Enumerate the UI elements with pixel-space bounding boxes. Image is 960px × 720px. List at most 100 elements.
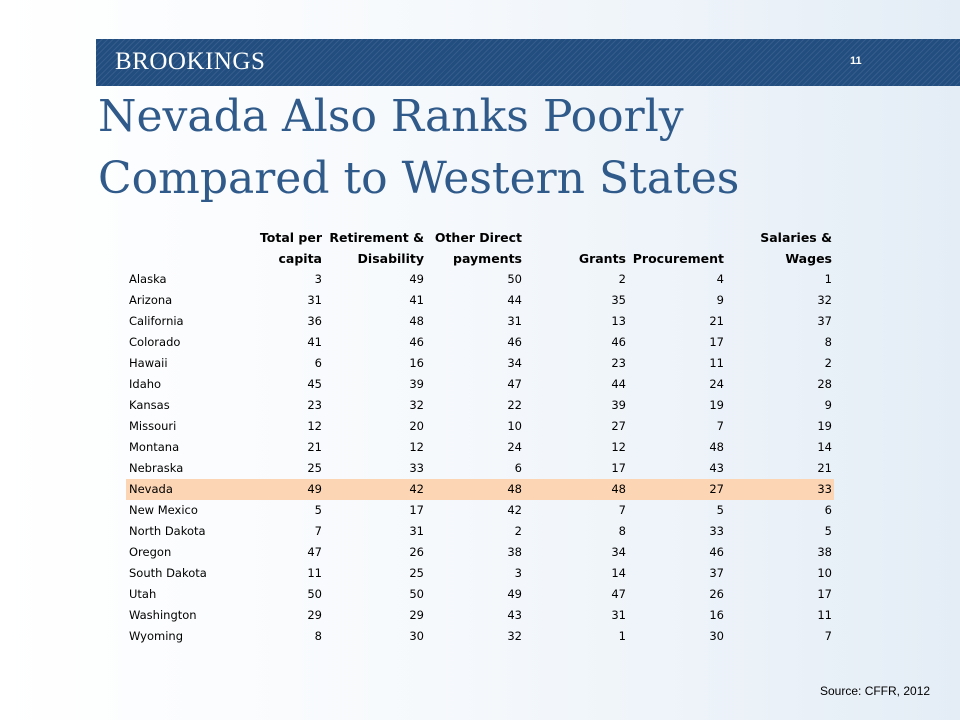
state-name-cell: California	[129, 314, 184, 328]
rank-cell: 24	[709, 377, 724, 391]
rank-cell: 32	[507, 629, 522, 643]
rank-cell: 47	[507, 377, 522, 391]
rank-cell: 26	[709, 587, 724, 601]
slide-title: Nevada Also Ranks Poorly Compared to Wes…	[98, 86, 938, 210]
state-name-cell: Missouri	[129, 419, 177, 433]
rank-cell: 50	[507, 272, 522, 286]
rank-cell: 6	[824, 503, 832, 517]
rank-cell: 32	[409, 398, 424, 412]
rank-cell: 32	[817, 293, 832, 307]
rank-cell: 16	[709, 608, 724, 622]
rank-cell: 3	[314, 272, 322, 286]
rank-cell: 25	[409, 566, 424, 580]
rank-cell: 39	[611, 398, 626, 412]
rank-cell: 23	[611, 356, 626, 370]
rank-cell: 11	[307, 566, 322, 580]
rank-cell: 2	[514, 524, 522, 538]
rank-cell: 31	[409, 524, 424, 538]
rank-cell: 7	[824, 629, 832, 643]
rank-cell: 46	[709, 545, 724, 559]
rank-cell: 5	[716, 503, 724, 517]
table-row: Washington 29 29 43 31 16 11	[126, 605, 834, 626]
rank-cell: 46	[611, 335, 626, 349]
rank-cell: 33	[409, 461, 424, 475]
rank-cell: 25	[307, 461, 322, 475]
state-name-cell: Arizona	[129, 293, 173, 307]
rank-cell: 12	[611, 440, 626, 454]
column-header-line-2: Disability	[357, 251, 424, 266]
table-row: Nevada 49 42 48 48 27 33	[126, 479, 834, 500]
rank-cell: 48	[524, 479, 628, 500]
rank-cell: 30	[409, 629, 424, 643]
rank-cell: 43	[507, 608, 522, 622]
rank-cell: 1	[618, 629, 626, 643]
column-header: Procurement	[628, 227, 726, 269]
column-header-line-1	[524, 227, 626, 248]
rank-cell: 50	[307, 587, 322, 601]
table-row: Montana 21 12 24 12 48 14	[126, 437, 834, 458]
table-row: Arizona 31 41 44 35 9 32	[126, 290, 834, 311]
table-row: Utah 50 50 49 47 26 17	[126, 584, 834, 605]
column-header-line-2: Procurement	[632, 251, 724, 266]
column-header: Retirement & Disability	[324, 227, 426, 269]
column-header: Grants	[524, 227, 628, 269]
column-header-line-1: Salaries &	[760, 230, 832, 245]
rank-cell: 49	[409, 272, 424, 286]
rank-cell: 48	[709, 440, 724, 454]
table-row: Wyoming 8 30 32 1 30 7	[126, 626, 834, 647]
table-row: Hawaii 6 16 34 23 11 2	[126, 353, 834, 374]
rank-cell: 50	[409, 587, 424, 601]
table-row: North Dakota 7 31 2 8 33 5	[126, 521, 834, 542]
column-header-line-2: payments	[453, 251, 522, 266]
rank-cell: 24	[507, 440, 522, 454]
column-header-line-1	[628, 227, 724, 248]
rank-cell: 11	[709, 356, 724, 370]
table-row: Kansas 23 32 22 39 19 9	[126, 395, 834, 416]
table-row: New Mexico 5 17 42 7 5 6	[126, 500, 834, 521]
rank-cell: 31	[307, 293, 322, 307]
column-header	[126, 227, 216, 269]
column-header: Other Direct payments	[426, 227, 524, 269]
source-note: Source: CFFR, 2012	[820, 684, 931, 698]
rank-cell: 39	[409, 377, 424, 391]
state-name-cell: Alaska	[129, 272, 167, 286]
rank-cell: 6	[514, 461, 522, 475]
rank-cell: 17	[409, 503, 424, 517]
rank-cell: 2	[824, 356, 832, 370]
rank-cell: 44	[507, 293, 522, 307]
rank-cell: 20	[409, 419, 424, 433]
rank-cell: 49	[216, 479, 324, 500]
rank-cell: 21	[817, 461, 832, 475]
rank-cell: 6	[314, 356, 322, 370]
state-name-cell: New Mexico	[129, 503, 198, 517]
state-name-cell: Washington	[129, 608, 197, 622]
rank-cell: 8	[618, 524, 626, 538]
rank-cell: 49	[507, 587, 522, 601]
table-row: Nebraska 25 33 6 17 43 21	[126, 458, 834, 479]
rank-cell: 42	[324, 479, 426, 500]
title-line-2: Compared to Western States	[98, 153, 740, 204]
header-band: BROOKINGS 11	[96, 39, 960, 86]
rank-cell: 23	[307, 398, 322, 412]
state-name-cell: Utah	[129, 587, 157, 601]
rank-cell: 5	[314, 503, 322, 517]
rank-cell: 46	[409, 335, 424, 349]
rank-cell: 5	[824, 524, 832, 538]
page-number: 11	[850, 55, 862, 67]
rank-cell: 16	[409, 356, 424, 370]
table-row: Oregon 47 26 38 34 46 38	[126, 542, 834, 563]
rank-cell: 47	[611, 587, 626, 601]
rank-cell: 7	[618, 503, 626, 517]
rank-cell: 47	[307, 545, 322, 559]
state-name-cell: Nebraska	[129, 461, 184, 475]
table-row: Idaho 45 39 47 44 24 28	[126, 374, 834, 395]
table-header-row: Total per capita Retirement & Disability Oth…	[126, 227, 834, 269]
table-body: Alaska 3 49 50 2 4 1 Arizona 31 41 44 35 9 32 Californ…	[126, 269, 834, 647]
rank-cell: 8	[824, 335, 832, 349]
rank-cell: 43	[709, 461, 724, 475]
rankings-table: Total per capita Retirement & Disability Oth…	[126, 227, 834, 647]
rank-cell: 17	[817, 587, 832, 601]
rank-cell: 9	[824, 398, 832, 412]
rank-cell: 8	[314, 629, 322, 643]
rank-cell: 31	[507, 314, 522, 328]
